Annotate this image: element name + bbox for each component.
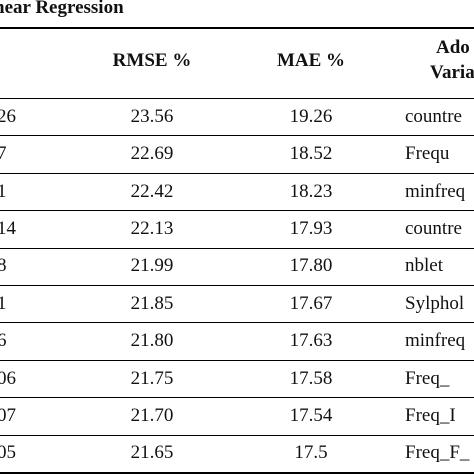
header-rule <box>0 98 474 99</box>
rmse-cell: 21.80 <box>130 330 174 352</box>
rmse-cell: 21.85 <box>130 292 174 314</box>
header-added-line2: Varia <box>430 62 474 83</box>
mae-cell: 17.54 <box>289 404 333 426</box>
header-added-line1: Ado <box>436 37 470 58</box>
row-id-cell: 8 <box>0 255 7 277</box>
row-divider <box>0 322 474 324</box>
rmse-cell: 21.99 <box>130 255 174 277</box>
variable-cell: nblet <box>405 255 443 277</box>
row-divider <box>0 135 474 137</box>
row-divider <box>0 285 474 286</box>
variable-cell: Freq_I <box>405 404 456 426</box>
rmse-cell: 22.69 <box>130 143 174 165</box>
variable-cell: minfreq <box>405 180 466 202</box>
row-id-cell: 06 <box>0 367 16 389</box>
table-bottom-rule <box>0 472 474 474</box>
row-id-cell: 1 <box>0 292 7 314</box>
mae-cell: 17.63 <box>289 330 333 352</box>
row-id-cell: 1 <box>0 180 7 202</box>
table-caption: near Regression <box>0 0 124 18</box>
row-id-cell: 05 <box>0 442 16 464</box>
variable-cell: Frequ <box>405 143 450 165</box>
header-rmse: RMSE % <box>112 50 192 71</box>
variable-cell: countre <box>405 217 462 239</box>
row-divider <box>0 210 474 212</box>
row-divider <box>0 359 474 361</box>
mae-cell: 17.58 <box>289 367 333 389</box>
row-id-cell: 7 <box>0 143 7 165</box>
rmse-cell: 21.65 <box>130 442 174 464</box>
mae-cell: 19.26 <box>289 105 333 127</box>
variable-cell: Freq_ <box>405 367 450 389</box>
mae-cell: 18.23 <box>289 180 333 202</box>
row-divider <box>0 172 474 174</box>
mae-cell: 17.5 <box>294 442 328 464</box>
variable-cell: Freq_F_ <box>405 442 470 464</box>
row-id-cell: 07 <box>0 404 16 426</box>
mae-cell: 17.67 <box>289 292 333 314</box>
variable-cell: Sylphol <box>405 292 465 314</box>
variable-cell: countre <box>405 105 462 127</box>
rmse-cell: 22.42 <box>130 180 174 202</box>
row-id-cell: 26 <box>0 105 16 127</box>
mae-cell: 18.52 <box>289 143 333 165</box>
row-divider <box>0 397 474 399</box>
mae-cell: 17.93 <box>289 217 333 239</box>
row-divider <box>0 247 474 249</box>
mae-cell: 17.80 <box>289 255 333 277</box>
rmse-cell: 22.13 <box>130 217 174 239</box>
rmse-cell: 23.56 <box>130 105 174 127</box>
row-id-cell: 6 <box>0 330 7 352</box>
header-mae: MAE % <box>276 50 346 71</box>
row-divider <box>0 434 474 436</box>
rmse-cell: 21.75 <box>130 367 174 389</box>
variable-cell: minfreq <box>405 330 466 352</box>
rmse-cell: 21.70 <box>130 404 174 426</box>
table-top-rule <box>0 27 474 29</box>
row-id-cell: 14 <box>0 217 16 239</box>
